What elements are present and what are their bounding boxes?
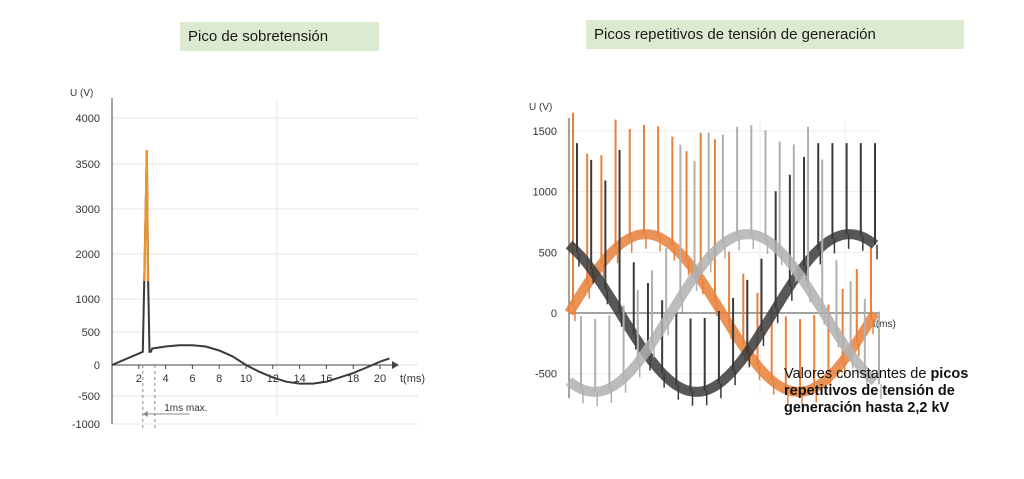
voltage-curve: [111, 150, 390, 385]
x-tick-label: 4: [163, 373, 169, 385]
y-tick-label: 500: [82, 327, 100, 339]
y-tick-label: -1000: [72, 419, 100, 431]
series-gray: [565, 125, 882, 407]
right-chart-title: Picos repetitivos de tensión de generaci…: [586, 20, 964, 49]
left-chart-title: Pico de sobretensión: [180, 22, 379, 51]
x-axis-arrow: [392, 361, 399, 369]
y-tick-label: 1000: [533, 187, 557, 199]
y-tick-label: 0: [94, 360, 100, 372]
x-tick-label: 8: [216, 373, 222, 385]
y-tick-label: 1000: [76, 294, 100, 306]
y-tick-label: 1500: [533, 126, 557, 138]
x-tick-label: 2: [136, 373, 142, 385]
x-tick-label: 14: [293, 373, 305, 385]
x-axis-unit: t(ms): [873, 319, 896, 330]
y-tick-label: 0: [551, 308, 557, 320]
envelope-dark: [565, 229, 879, 397]
y-tick-label: 3500: [76, 159, 100, 171]
y-tick-label: 4000: [76, 113, 100, 125]
y-tick-label: -500: [535, 369, 557, 381]
y-tick-label: 500: [539, 247, 557, 259]
spike-peak: [143, 150, 150, 282]
y-tick-label: 3000: [76, 204, 100, 216]
x-tick-label: 10: [240, 373, 252, 385]
x-tick-label: 6: [189, 373, 195, 385]
x-tick-label: 18: [347, 373, 359, 385]
y-tick-label: -500: [78, 391, 100, 403]
x-axis-unit: t(ms): [400, 373, 425, 385]
annotation-text: Valores constantes de picos repetitivos …: [784, 366, 1014, 417]
annotation-prefix: Valores constantes de: [784, 366, 931, 382]
bracket-arrow: [142, 411, 148, 417]
duration-label: 1ms max.: [164, 403, 207, 414]
y-tick-label: 2000: [76, 249, 100, 261]
y-axis-unit: U (V): [70, 88, 93, 99]
annotation-bold: picos repetitivos de tensión de generaci…: [784, 366, 969, 416]
y-axis-unit: U (V): [529, 102, 552, 113]
series-dark: [565, 143, 879, 406]
x-tick-label: 20: [374, 373, 386, 385]
envelope-gray: [565, 229, 879, 397]
